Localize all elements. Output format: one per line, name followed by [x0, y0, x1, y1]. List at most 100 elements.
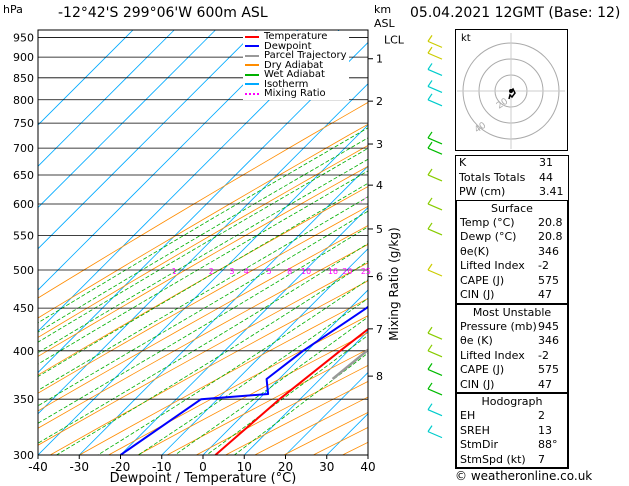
wind-barb-flag: [427, 35, 433, 42]
row-value: -2: [538, 348, 549, 362]
table-row: Temp (°C) 20.8: [457, 216, 567, 231]
mixing-ratio-label: 1: [172, 267, 177, 276]
isotherm-line: [285, 371, 368, 455]
legend-item: Dry Adiabat: [245, 59, 347, 71]
mixing-ratio-label: 20: [342, 267, 352, 276]
temp-tick-label: -40: [28, 460, 48, 474]
km-tick-label: 3: [376, 138, 383, 151]
row-label: CAPE (J): [460, 273, 505, 287]
legend-label: Temperature: [264, 31, 328, 42]
row-value: 20.8: [538, 215, 563, 229]
km-tick-label: 2: [376, 95, 383, 108]
temp-tick-label: 30: [319, 460, 334, 474]
table-row: PW (cm) 3.41: [456, 185, 568, 200]
wind-barb-flag: [427, 141, 433, 149]
isotherm-line: [38, 30, 258, 250]
dry-adiabat-line: [38, 186, 368, 376]
wind-barb: [427, 228, 443, 236]
wind-barb: [427, 431, 443, 439]
isotherm-line: [38, 83, 368, 415]
location-title: -12°42'S 299°06'W 600m ASL: [58, 5, 268, 21]
dry-adiabat-line: [38, 225, 368, 412]
mixing-ratio-label: 2: [209, 267, 214, 276]
legend-label: Dry Adiabat: [264, 59, 324, 71]
wind-barb-flag: [427, 403, 433, 411]
legend-swatch: [245, 45, 259, 48]
mixing-ratio-label: 25: [361, 267, 371, 276]
dry-adiabat-line: [38, 205, 368, 394]
row-label: Lifted Index: [460, 259, 525, 272]
row-value: 47: [538, 288, 552, 301]
plot-area: [38, 30, 368, 455]
pressure-tick-label: 800: [13, 94, 34, 107]
km-tick-label: 8: [376, 370, 383, 383]
isotherm-line: [38, 124, 368, 455]
legend-item: Mixing Ratio: [245, 89, 347, 99]
datetime-title: 05.04.2021 12GMT (Base: 12): [410, 5, 621, 21]
temp-tick-label: -30: [69, 460, 89, 474]
mixing-ratio-label: 4: [244, 267, 249, 276]
hodograph-unit: kt: [461, 33, 471, 44]
table-row: Dewp (°C) 20.8: [457, 230, 567, 245]
row-label: CAPE (J): [460, 363, 505, 376]
km-tick-label: 6: [376, 271, 383, 284]
row-label: Temp (°C): [460, 215, 515, 229]
wind-barb: [427, 99, 443, 107]
km-tick-label: 5: [376, 223, 383, 236]
dewpoint-line: [119, 305, 368, 455]
wind-barb-flag: [427, 168, 433, 176]
isotherm-line: [78, 165, 368, 455]
wet-adiabat-line: [97, 279, 368, 455]
temp-tick-label: 10: [237, 460, 252, 474]
table-row: CIN (J) 47: [457, 288, 567, 303]
row-label: PW (cm): [459, 185, 506, 198]
row-value: 20.8: [538, 230, 563, 243]
mixing-ratio-label: 8: [287, 267, 292, 276]
km-tick-label: 1: [376, 53, 383, 66]
wind-barb: [427, 174, 443, 182]
legend-item: Parcel Trajectory: [245, 51, 347, 61]
wind-barb-flag: [427, 425, 433, 432]
table-row: K 31: [456, 156, 568, 171]
row-label: CIN (J): [460, 377, 495, 391]
wind-barb-flag: [427, 222, 433, 230]
wind-barb: [427, 269, 443, 277]
wind-barb: [427, 85, 443, 94]
mixing-ratio-axis-label: Mixing Ratio (g/kg): [387, 227, 401, 340]
isotherm-line: [120, 206, 368, 455]
row-value: 575: [538, 363, 559, 376]
table-row: Lifted Index -2: [457, 349, 567, 364]
wind-barb-flag: [427, 197, 433, 205]
row-value: -2: [538, 259, 549, 272]
wind-barb: [427, 40, 443, 48]
table-row: Totals Totals 44: [456, 171, 568, 186]
mixing-ratio-label: 16: [328, 267, 338, 276]
table-row: SREH 13: [457, 424, 567, 439]
x-axis-label: Dewpoint / Temperature (°C): [110, 471, 297, 486]
isotherm-line: [161, 248, 368, 455]
row-value: 44: [539, 170, 553, 184]
isotherm-line: [38, 30, 216, 209]
surface-section: Surface Temp (°C) 20.8 Dewp (°C) 20.8 θe(K) 34…: [456, 199, 568, 304]
row-label: StmSpd (kt): [460, 452, 526, 466]
dry-adiabat-line: [38, 243, 368, 429]
row-value: 31: [539, 156, 553, 169]
wind-barb: [427, 332, 443, 340]
row-value: 88°: [538, 438, 558, 451]
table-row: θe (K) 346: [457, 334, 567, 349]
row-label: EH: [460, 409, 476, 422]
table-row: Pressure (mb) 945: [457, 320, 567, 335]
wind-barb-flag: [427, 263, 433, 271]
row-value: 3.41: [539, 185, 564, 198]
row-value: 47: [538, 377, 552, 391]
table-row: StmDir 88°: [457, 438, 567, 453]
km-label: km: [374, 3, 392, 16]
dry-adiabat-line: [79, 298, 368, 455]
wind-barb-flag: [427, 93, 433, 101]
legend-swatch: [245, 54, 259, 57]
legend-item: Isotherm: [245, 79, 347, 90]
wet-adiabat-line: [38, 182, 368, 377]
pressure-tick-label: 550: [13, 229, 34, 242]
temp-tick-label: 20: [278, 460, 293, 474]
pressure-tick-label: 850: [13, 72, 34, 85]
